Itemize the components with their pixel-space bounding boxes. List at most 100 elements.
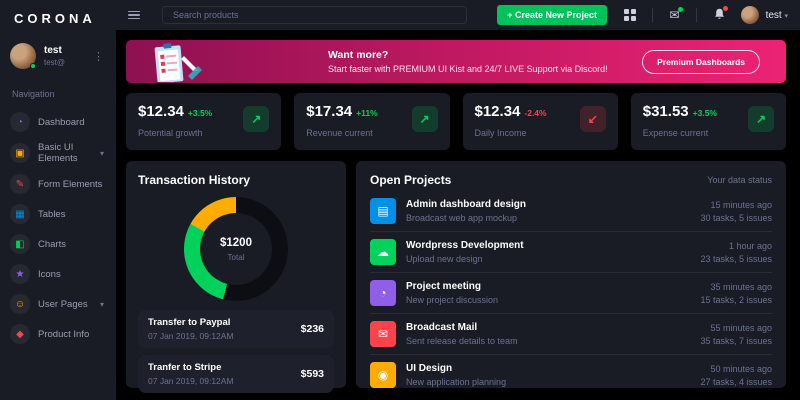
- project-row[interactable]: ☁ Wordpress Development Upload new desig…: [370, 232, 772, 273]
- stat-delta: -2.4%: [524, 108, 547, 118]
- transfer-date: 07 Jan 2019, 09:12AM: [148, 331, 234, 341]
- project-row[interactable]: ▤ Admin dashboard design Broadcast web a…: [370, 191, 772, 232]
- doughnut-total-value: $1200: [220, 236, 252, 249]
- project-subtitle: Broadcast web app mockup: [406, 213, 518, 223]
- brand-logo: CORONA: [14, 11, 96, 26]
- apps-grid-icon[interactable]: [624, 9, 636, 21]
- project-task-count: 30 tasks, 5 issues: [700, 212, 772, 223]
- sidebar-item[interactable]: ▦ Tables: [0, 199, 116, 229]
- project-row[interactable]: ✉ Broadcast Mail Sent release details to…: [370, 314, 772, 355]
- sidebar-item[interactable]: ★ Icons: [0, 259, 116, 289]
- trend-arrow-icon: ↗: [748, 106, 774, 132]
- premium-dashboards-button[interactable]: Premium Dashboards: [642, 49, 760, 74]
- project-time: 1 hour ago: [728, 240, 772, 251]
- sidebar-user-email: test@: [44, 58, 66, 67]
- sidebar-item[interactable]: ◧ Charts: [0, 229, 116, 259]
- project-time: 55 minutes ago: [710, 322, 772, 333]
- sidebar-item-label: User Pages: [38, 298, 88, 310]
- project-icon: ◔: [370, 280, 396, 306]
- topbar-avatar[interactable]: [740, 6, 759, 24]
- project-title: Admin dashboard design: [406, 199, 527, 210]
- sidebar-item-icon: ★: [10, 264, 30, 284]
- project-title: Wordpress Development: [406, 240, 524, 251]
- stat-value: $12.34: [138, 103, 184, 120]
- trend-arrow-icon: ↗: [411, 106, 438, 132]
- stat-delta: +11%: [356, 108, 378, 118]
- project-title: Broadcast Mail: [406, 322, 478, 333]
- sidebar-item-icon: ✎: [10, 174, 30, 194]
- main-content: Want more? Start faster with PREMIUM UI …: [116, 30, 800, 400]
- kebab-menu-icon[interactable]: ⋮: [93, 50, 104, 63]
- stat-card: $31.53 +3.5% Expense current ↗: [630, 93, 786, 150]
- sidebar-item[interactable]: ✎ Form Elements: [0, 169, 116, 199]
- data-status-label: Your data status: [707, 175, 772, 185]
- trend-arrow-icon: ↙: [579, 106, 606, 132]
- sidebar-user-block[interactable]: test test@ ⋮: [0, 36, 116, 79]
- project-row[interactable]: ◉ UI Design New application planning 50 …: [370, 355, 772, 395]
- project-subtitle: Upload new design: [406, 254, 483, 264]
- project-icon: ◉: [370, 362, 396, 388]
- stat-card: $12.34 -2.4% Daily Income ↙: [462, 93, 618, 150]
- transfer-title: Tranfer to Stripe: [148, 362, 222, 373]
- project-title: Project meeting: [406, 281, 482, 292]
- project-task-count: 15 tasks, 2 issues: [700, 294, 772, 305]
- stat-label: Daily Income: [474, 128, 527, 138]
- project-time: 35 minutes ago: [710, 281, 772, 292]
- stat-card: $17.34 +11% Revenue current ↗: [294, 93, 450, 150]
- clipboard-illustration: [154, 42, 202, 82]
- messages-icon[interactable]: ✉: [670, 7, 683, 21]
- open-projects-panel: Open Projects Your data status ▤ Admin d…: [356, 161, 786, 388]
- divider: [695, 8, 697, 22]
- sidebar-item-label: Dashboard: [38, 116, 85, 128]
- transfer-amount: $236: [300, 323, 324, 335]
- sidebar-item-label: Form Elements: [38, 178, 103, 190]
- stat-card: $12.34 +3.5% Potential growth ↗: [126, 93, 282, 150]
- divider: [651, 8, 653, 22]
- sidebar-item[interactable]: ◔ Dashboard: [0, 107, 116, 137]
- chevron-down-icon: ▾: [784, 12, 788, 20]
- project-icon: ▤: [370, 198, 396, 224]
- stat-label: Revenue current: [306, 128, 373, 138]
- search-input[interactable]: [162, 6, 467, 24]
- sidebar-item[interactable]: ◆ Product Info: [0, 319, 116, 349]
- notification-badge: [722, 6, 728, 11]
- sidebar-item[interactable]: ☺ User Pages ▾: [0, 289, 116, 319]
- sidebar-item-label: Basic UI Elements: [38, 142, 78, 164]
- project-list: ▤ Admin dashboard design Broadcast web a…: [370, 191, 772, 395]
- doughnut-center: $1200 Total: [200, 213, 272, 285]
- stat-value: $12.34: [474, 103, 521, 120]
- project-task-count: 23 tasks, 5 issues: [700, 253, 772, 264]
- doughnut-total-label: Total: [227, 252, 245, 262]
- sidebar-item-icon: ◆: [10, 324, 30, 344]
- sidebar-item-label: Charts: [38, 238, 66, 250]
- panel-title: Transaction History: [138, 173, 251, 187]
- nav-section-label: Navigation: [12, 89, 55, 99]
- project-subtitle: New application planning: [406, 377, 507, 387]
- project-time: 15 minutes ago: [710, 199, 772, 210]
- user-menu[interactable]: test ▾: [766, 10, 788, 21]
- sidebar: CORONA test test@ ⋮ Navigation ◔ Dashboa…: [0, 0, 116, 400]
- sidebar-item[interactable]: ▣ Basic UI Elements ▾: [0, 137, 116, 169]
- sidebar-item-label: Tables: [38, 208, 66, 220]
- stat-delta: +3.5%: [187, 108, 213, 118]
- create-new-project-button[interactable]: + Create New Project: [497, 5, 608, 25]
- sidebar-item-label: Icons: [38, 268, 61, 280]
- stat-value: $31.53: [642, 103, 689, 120]
- sidebar-avatar: [10, 43, 36, 69]
- topbar: + Create New Project ✉ test ▾: [116, 0, 800, 30]
- sidebar-nav: ◔ Dashboard ▣ Basic UI Elements ▾ ✎ Form…: [0, 107, 116, 349]
- chevron-down-icon: ▾: [99, 299, 104, 309]
- stat-label: Expense current: [642, 128, 709, 138]
- sidebar-item-icon: ☺: [10, 294, 30, 314]
- transfer-list: Transfer to Paypal 07 Jan 2019, 09:12AM …: [138, 310, 334, 393]
- stat-label: Potential growth: [138, 128, 203, 138]
- chevron-down-icon: ▾: [99, 148, 104, 158]
- hamburger-menu-icon[interactable]: [128, 10, 140, 20]
- project-task-count: 27 tasks, 4 issues: [700, 376, 772, 387]
- project-subtitle: Sent release details to team: [406, 336, 518, 346]
- project-row[interactable]: ◔ Project meeting New project discussion…: [370, 273, 772, 314]
- stat-delta: +3.5%: [692, 108, 717, 118]
- notifications-bell-icon[interactable]: [714, 6, 728, 22]
- sidebar-item-icon: ◔: [10, 112, 30, 132]
- sidebar-item-icon: ◧: [10, 234, 30, 254]
